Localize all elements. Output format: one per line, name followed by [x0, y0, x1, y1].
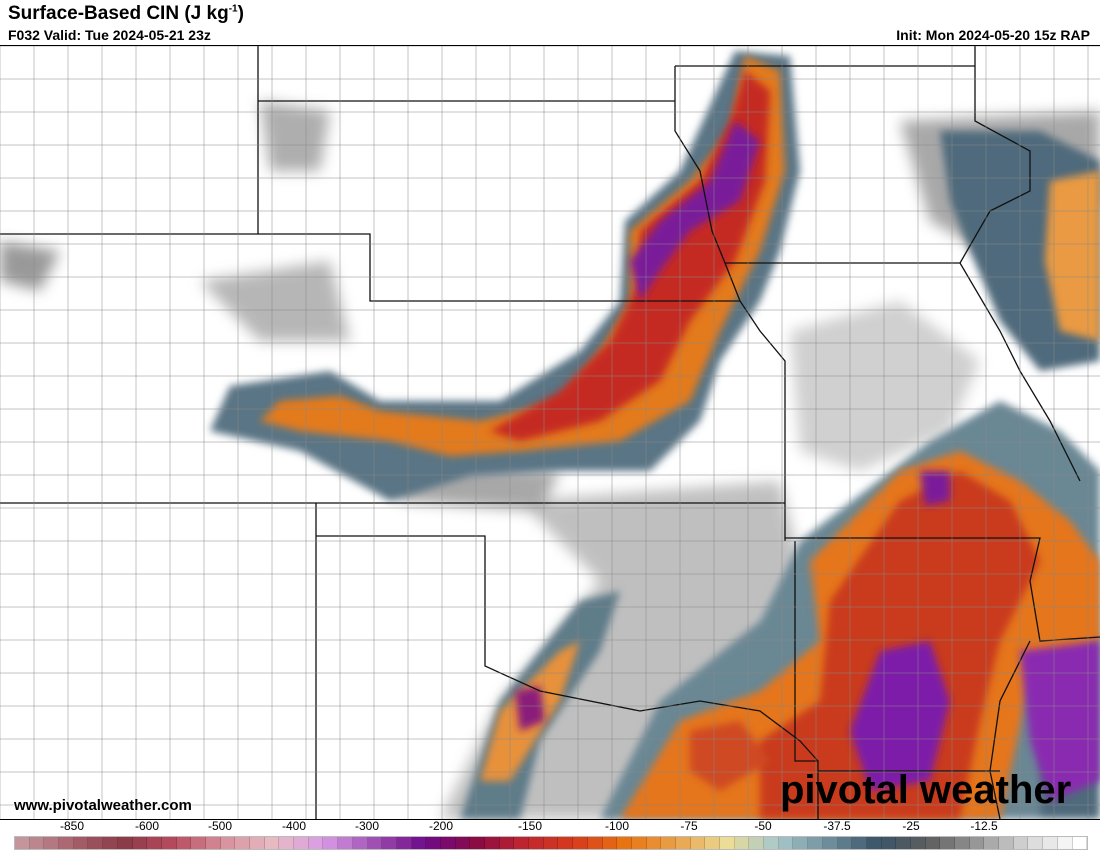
colorbar-swatch	[455, 837, 471, 849]
colorbar-labels: -850 -600 -500 -400 -300 -200 -150 -100 …	[0, 819, 1100, 833]
colorbar-swatch	[514, 837, 530, 849]
colorbar-swatch	[396, 837, 412, 849]
colorbar-swatch	[352, 837, 368, 849]
colorbar-swatch	[881, 837, 897, 849]
colorbar-swatch	[734, 837, 750, 849]
colorbar-swatch	[440, 837, 456, 849]
colorbar-swatch	[955, 837, 970, 849]
colorbar-label: -850	[59, 819, 85, 833]
colorbar-swatch	[529, 837, 544, 849]
colorbar-swatch	[940, 837, 955, 849]
colorbar-swatch	[999, 837, 1014, 849]
colorbar-swatch	[793, 837, 809, 849]
colorbar-swatch	[44, 837, 60, 849]
colorbar-swatch	[88, 837, 104, 849]
colorbar-label: -200	[428, 819, 454, 833]
colorbar-swatch	[279, 837, 295, 849]
init-time: Init: Mon 2024-05-20 15z RAP	[896, 27, 1090, 43]
colorbar-swatch	[558, 837, 574, 849]
colorbar-swatch	[690, 837, 706, 849]
colorbar-label: -50	[754, 819, 772, 833]
colorbar-swatch	[485, 837, 500, 849]
colorbar-swatch	[808, 837, 823, 849]
colorbar-swatch	[984, 837, 1000, 849]
colorbar-swatch	[969, 837, 985, 849]
colorbar-swatch	[646, 837, 662, 849]
colorbar-swatch	[73, 837, 89, 849]
colorbar-label: -150	[517, 819, 543, 833]
colorbar-swatch	[132, 837, 148, 849]
colorbar-label: -75	[680, 819, 698, 833]
colorbar-swatch	[338, 837, 353, 849]
colorbar-swatch	[778, 837, 794, 849]
colorbar-label: -100	[604, 819, 630, 833]
colorbar-swatch	[470, 837, 485, 849]
colorbar-swatch	[117, 837, 133, 849]
colorbar-swatch	[705, 837, 720, 849]
colorbar-swatch	[852, 837, 867, 849]
pivotal-weather-logo: pivotal weather	[780, 768, 1072, 812]
colorbar-label: -25	[902, 819, 920, 833]
colorbar-swatch	[675, 837, 691, 849]
colorbar-swatch	[323, 837, 339, 849]
colorbar-swatch	[264, 837, 280, 849]
state-boundaries	[0, 46, 1100, 819]
colorbar-swatch	[1028, 837, 1044, 849]
colorbar-swatch	[103, 837, 118, 849]
colorbar-swatch	[925, 837, 941, 849]
colorbar-label: -12.5	[970, 819, 998, 833]
colorbar-swatch	[661, 837, 676, 849]
colorbar-swatch	[499, 837, 515, 849]
website-label: www.pivotalweather.com	[14, 797, 192, 814]
colorbar-swatch	[191, 837, 206, 849]
colorbar-swatch	[822, 837, 838, 849]
colorbar-swatch	[1043, 837, 1058, 849]
colorbar-swatch	[631, 837, 647, 849]
colorbar-swatch	[308, 837, 324, 849]
colorbar-swatch	[205, 837, 221, 849]
colorbar	[14, 836, 1088, 850]
colorbar-label: -300	[354, 819, 380, 833]
colorbar-swatch	[59, 837, 74, 849]
colorbar-swatch	[896, 837, 911, 849]
colorbar-swatch	[235, 837, 250, 849]
colorbar-swatch	[866, 837, 882, 849]
colorbar-swatch	[426, 837, 441, 849]
colorbar-swatch	[382, 837, 397, 849]
colorbar-swatch	[837, 837, 853, 849]
map-title: Surface-Based CIN (J kg-1)	[8, 3, 244, 24]
county-boundaries	[0, 46, 1100, 819]
colorbar-swatch	[749, 837, 765, 849]
colorbar-swatch	[602, 837, 618, 849]
colorbar-swatch	[15, 837, 30, 849]
colorbar-swatch	[573, 837, 588, 849]
colorbar-swatch	[910, 837, 926, 849]
colorbar-swatch	[29, 837, 45, 849]
colorbar-swatch	[1072, 837, 1088, 849]
colorbar-swatch	[617, 837, 632, 849]
colorbar-label: -37.5	[823, 819, 851, 833]
colorbar-swatch	[367, 837, 383, 849]
colorbar-label: -600	[134, 819, 160, 833]
cin-map	[0, 45, 1100, 820]
colorbar-swatch	[1013, 837, 1029, 849]
colorbar-label: -500	[207, 819, 233, 833]
colorbar-swatch	[411, 837, 427, 849]
colorbar-swatch	[720, 837, 735, 849]
cin-field	[0, 51, 1100, 819]
colorbar-label: -400	[281, 819, 307, 833]
colorbar-swatch	[176, 837, 192, 849]
colorbar-swatch	[587, 837, 603, 849]
colorbar-swatch	[147, 837, 162, 849]
colorbar-swatch	[294, 837, 309, 849]
colorbar-swatch	[250, 837, 265, 849]
colorbar-swatch	[161, 837, 177, 849]
colorbar-swatch	[1057, 837, 1073, 849]
colorbar-swatch	[764, 837, 779, 849]
colorbar-swatch	[543, 837, 559, 849]
valid-time: F032 Valid: Tue 2024-05-21 23z	[8, 27, 211, 43]
colorbar-swatch	[220, 837, 236, 849]
